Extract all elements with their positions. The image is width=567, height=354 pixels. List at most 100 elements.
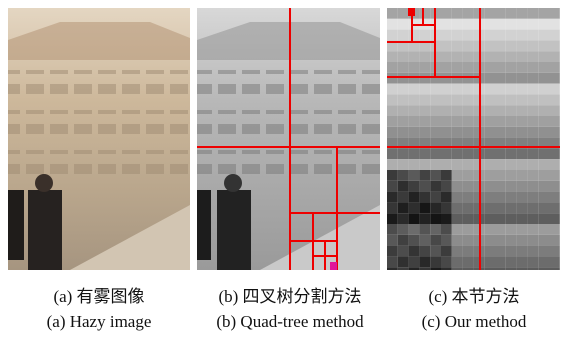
mosaic-block xyxy=(441,256,452,267)
mosaic-block xyxy=(419,170,430,181)
mosaic-block xyxy=(430,267,441,270)
mosaic-block xyxy=(506,62,517,73)
mosaic-block xyxy=(473,8,484,19)
mosaic-block xyxy=(441,51,452,62)
mosaic-block xyxy=(517,192,528,203)
mosaic-block xyxy=(430,116,441,127)
mosaic-block xyxy=(484,51,495,62)
mosaic-block xyxy=(495,8,506,19)
mosaic-block xyxy=(484,105,495,116)
mosaic-block xyxy=(538,40,549,51)
mosaic-block xyxy=(441,159,452,170)
mosaic-block xyxy=(387,84,398,95)
mosaic-block xyxy=(430,256,441,267)
mosaic-block xyxy=(495,148,506,159)
mosaic-block xyxy=(463,40,474,51)
mosaic-block xyxy=(549,170,560,181)
mosaic-block xyxy=(463,94,474,105)
mosaic-block xyxy=(452,267,463,270)
mosaic-block xyxy=(517,224,528,235)
mosaic-block xyxy=(409,202,420,213)
mosaic-block xyxy=(538,192,549,203)
mosaic-block xyxy=(538,235,549,246)
mosaic-block xyxy=(463,192,474,203)
mosaic-block xyxy=(527,246,538,257)
mosaic-block xyxy=(441,148,452,159)
mosaic-block xyxy=(441,213,452,224)
mosaic-block xyxy=(527,51,538,62)
mosaic-block xyxy=(419,94,430,105)
mosaic-block xyxy=(506,105,517,116)
mosaic-block xyxy=(517,246,528,257)
mosaic-block xyxy=(517,159,528,170)
mosaic-block xyxy=(409,148,420,159)
mosaic-block xyxy=(549,235,560,246)
mosaic-block xyxy=(538,267,549,270)
mosaic-block xyxy=(506,8,517,19)
mosaic-block xyxy=(473,116,484,127)
mosaic-block xyxy=(495,30,506,41)
mosaic-block xyxy=(430,84,441,95)
mosaic-block xyxy=(538,94,549,105)
mosaic-block xyxy=(549,62,560,73)
mosaic-block xyxy=(473,213,484,224)
mosaic-block xyxy=(409,84,420,95)
mosaic-block xyxy=(409,159,420,170)
mosaic-block xyxy=(419,105,430,116)
mosaic-block xyxy=(549,73,560,84)
mosaic-block xyxy=(549,267,560,270)
mosaic-block xyxy=(463,116,474,127)
mosaic-block xyxy=(527,235,538,246)
mosaic-block xyxy=(549,116,560,127)
mosaic-block xyxy=(527,94,538,105)
mosaic-block xyxy=(398,94,409,105)
mosaic-block xyxy=(484,40,495,51)
mosaic-block xyxy=(484,19,495,30)
mosaic-block xyxy=(549,30,560,41)
mosaic-block xyxy=(452,62,463,73)
mosaic-block xyxy=(452,94,463,105)
mosaic-block xyxy=(517,116,528,127)
mosaic-block xyxy=(517,127,528,138)
mosaic-block xyxy=(473,127,484,138)
mosaic-block xyxy=(452,30,463,41)
mosaic-block xyxy=(473,246,484,257)
mosaic-block xyxy=(398,192,409,203)
mosaic-block xyxy=(495,62,506,73)
mosaic-block xyxy=(473,73,484,84)
mosaic-block xyxy=(517,235,528,246)
mosaic-block xyxy=(473,148,484,159)
mosaic-block xyxy=(484,181,495,192)
mosaic-block xyxy=(549,202,560,213)
mosaic-block xyxy=(484,30,495,41)
mosaic-block xyxy=(463,62,474,73)
mosaic-block xyxy=(409,170,420,181)
mosaic-block xyxy=(430,94,441,105)
mosaic-block xyxy=(538,8,549,19)
mosaic-block xyxy=(527,62,538,73)
mosaic-block xyxy=(473,105,484,116)
mosaic-block xyxy=(441,246,452,257)
mosaic-block xyxy=(463,51,474,62)
mosaic-block xyxy=(517,19,528,30)
mosaic-block xyxy=(387,235,398,246)
caption-zh: (b) 四叉树分割方法 xyxy=(218,287,361,306)
mosaic-block xyxy=(538,170,549,181)
mosaic-block xyxy=(441,224,452,235)
mosaic-block xyxy=(549,192,560,203)
mosaic-block xyxy=(473,40,484,51)
mosaic-block xyxy=(419,192,430,203)
mosaic-block xyxy=(484,116,495,127)
mosaic-block xyxy=(398,235,409,246)
caption-en: (a) Hazy image xyxy=(47,312,152,331)
mosaic-block xyxy=(398,224,409,235)
mosaic-block xyxy=(473,202,484,213)
mosaic-block xyxy=(387,51,398,62)
mosaic-block xyxy=(441,170,452,181)
mosaic-block xyxy=(398,170,409,181)
mosaic-block xyxy=(495,246,506,257)
mosaic-block xyxy=(495,202,506,213)
mosaic-block xyxy=(517,30,528,41)
mosaic-block xyxy=(517,62,528,73)
mosaic-block xyxy=(463,148,474,159)
